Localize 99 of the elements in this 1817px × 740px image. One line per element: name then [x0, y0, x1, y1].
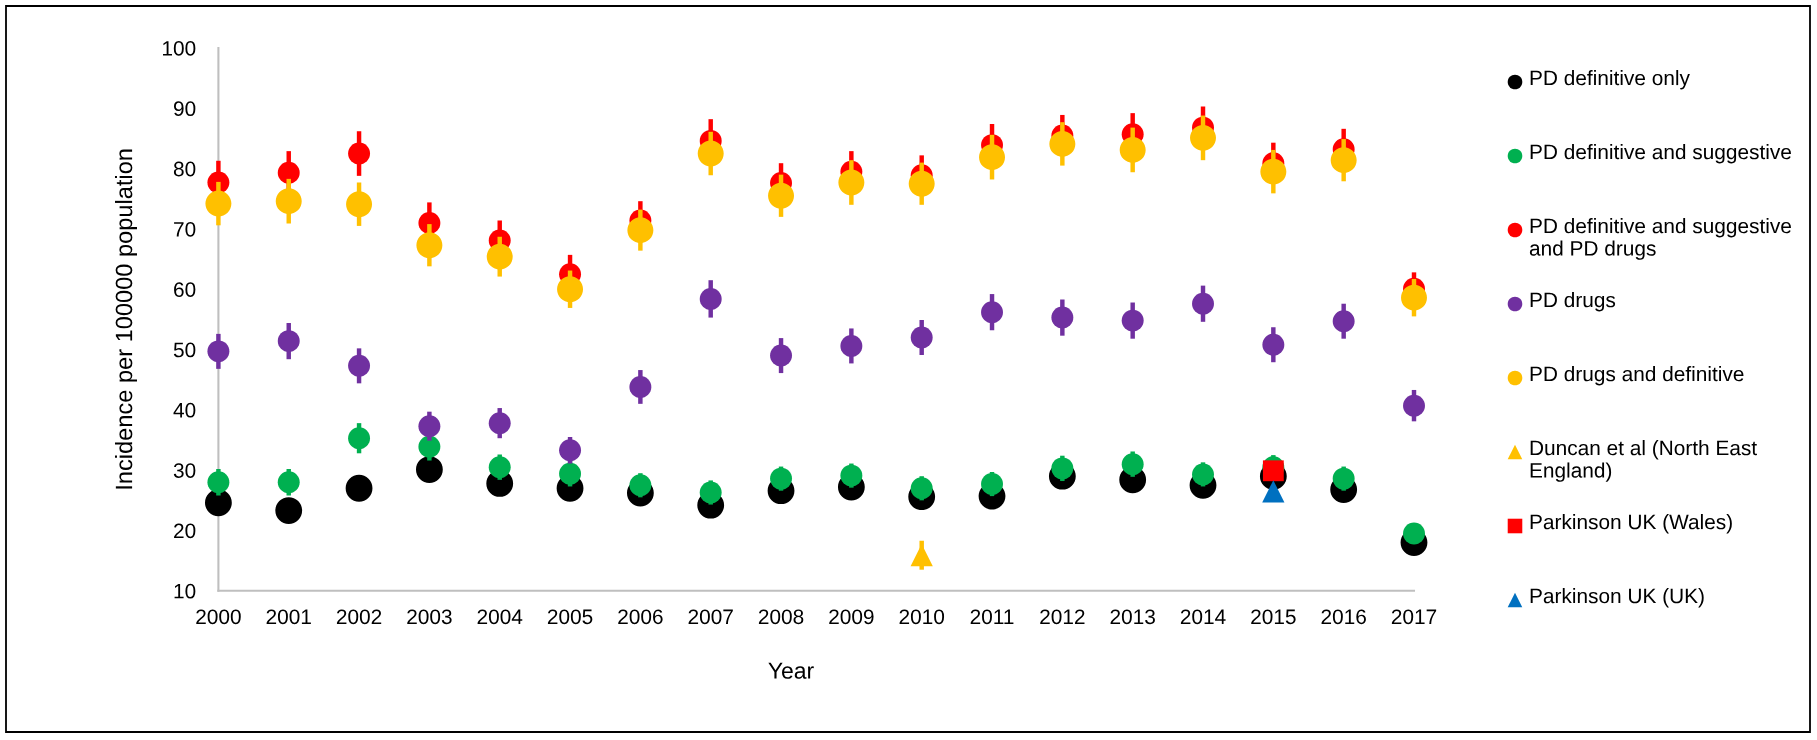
point	[699, 481, 722, 504]
y-tick-label: 70	[174, 221, 196, 237]
point	[840, 334, 863, 357]
point	[418, 435, 441, 458]
legend-label: Parkinson UK (Wales)	[1530, 514, 1732, 534]
x-tick-label: 2011	[970, 609, 1014, 625]
point	[1121, 453, 1144, 476]
point	[697, 140, 724, 167]
point	[415, 456, 443, 483]
point	[768, 182, 795, 209]
point	[908, 170, 935, 197]
x-tick-label: 2006	[618, 609, 663, 625]
point	[557, 276, 584, 303]
y-tick-label: 50	[173, 342, 196, 358]
point	[629, 375, 652, 398]
y-tick-label: 20	[174, 523, 196, 539]
point	[345, 474, 373, 502]
x-tick-label: 2014	[1180, 609, 1226, 625]
point	[838, 169, 865, 196]
y-tick-label: 10	[174, 583, 196, 599]
point	[1049, 130, 1076, 157]
point	[981, 473, 1003, 496]
y-tick-label: 100	[163, 41, 196, 56]
point	[1051, 306, 1074, 329]
point	[277, 161, 300, 184]
point	[1051, 457, 1074, 480]
point	[205, 190, 232, 217]
y-axis-title: Incidence per 100000 population	[114, 149, 137, 489]
legend-label: PD definitive and suggestive and PD drugs	[1529, 218, 1791, 260]
x-tick-label: 2005	[547, 609, 593, 625]
point	[346, 191, 373, 218]
point	[275, 188, 302, 215]
point	[1403, 522, 1425, 545]
point	[1332, 310, 1355, 333]
point	[486, 243, 513, 270]
point	[1330, 147, 1357, 174]
legend-label: Parkinson UK (UK)	[1530, 588, 1704, 608]
point	[1192, 463, 1214, 486]
legend-label: PD definitive only	[1530, 70, 1690, 90]
point	[1119, 136, 1146, 163]
x-tick-label: 2015	[1251, 609, 1296, 625]
point	[770, 344, 793, 367]
point	[1403, 394, 1425, 417]
legend-label: PD drugs	[1530, 292, 1616, 312]
x-tick-label: 2008	[758, 609, 804, 625]
point	[488, 456, 511, 479]
point	[1401, 284, 1427, 311]
point	[910, 326, 933, 349]
y-tick-label: 30	[173, 463, 196, 478]
y-tick-label: 40	[173, 402, 196, 418]
x-tick-label: 2009	[829, 609, 874, 625]
point	[627, 217, 654, 244]
x-tick-label: 2002	[336, 609, 382, 625]
point	[699, 287, 722, 310]
point	[207, 340, 230, 363]
point	[1192, 292, 1214, 315]
x-tick-label: 2001	[266, 609, 311, 625]
point	[277, 330, 300, 353]
point	[348, 354, 371, 377]
x-tick-label: 2017	[1391, 609, 1437, 625]
y-tick-label: 60	[174, 282, 196, 297]
point	[1190, 124, 1216, 151]
point	[207, 471, 230, 494]
x-axis-title: Year	[768, 662, 814, 679]
point	[910, 477, 933, 500]
x-tick-label: 2007	[688, 609, 733, 625]
point	[910, 544, 933, 567]
legend-label: PD definitive and suggestive	[1530, 144, 1791, 164]
point	[488, 412, 511, 435]
point	[418, 415, 441, 438]
point	[770, 467, 793, 490]
point	[275, 497, 303, 524]
point	[629, 474, 652, 497]
point	[348, 142, 371, 165]
x-tick-label: 2003	[407, 609, 452, 625]
point	[1262, 480, 1285, 503]
point	[1260, 158, 1287, 185]
x-tick-label: 2012	[1040, 609, 1085, 625]
point	[205, 489, 232, 517]
point	[981, 301, 1003, 324]
point	[416, 232, 443, 259]
point	[559, 439, 582, 462]
point	[1121, 309, 1144, 332]
point	[277, 471, 300, 494]
y-tick-label: 90	[173, 101, 196, 117]
point	[840, 464, 863, 487]
x-tick-label: 2013	[1110, 609, 1155, 625]
point	[1262, 333, 1285, 356]
x-tick-label: 2000	[196, 609, 241, 625]
point	[559, 462, 582, 485]
y-tick-label: 80	[173, 161, 196, 177]
x-tick-label: 2016	[1321, 609, 1366, 625]
point	[1332, 467, 1355, 490]
x-tick-label: 2010	[899, 609, 945, 625]
legend-label: PD drugs and definitive	[1530, 366, 1744, 386]
x-tick-label: 2004	[477, 609, 523, 625]
point	[979, 144, 1006, 171]
legend-label: Duncan et al (North East England)	[1530, 440, 1757, 482]
point	[348, 427, 371, 450]
